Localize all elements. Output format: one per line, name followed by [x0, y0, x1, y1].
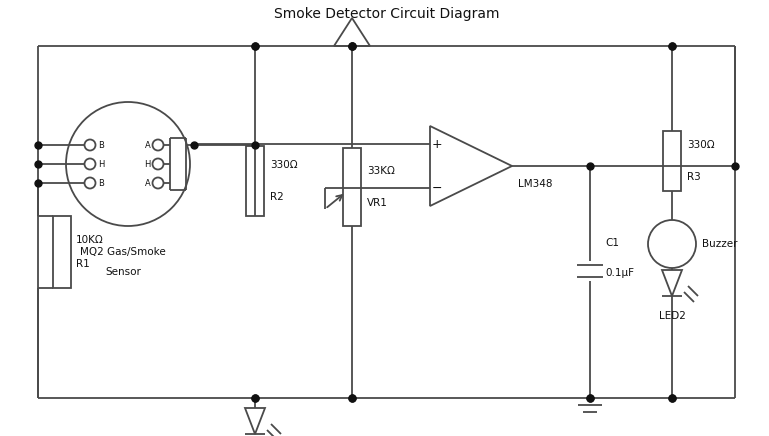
- Text: VR1: VR1: [367, 198, 388, 208]
- Text: 33KΩ: 33KΩ: [367, 166, 394, 176]
- Text: 0.1μF: 0.1μF: [605, 268, 634, 278]
- Text: 10KΩ: 10KΩ: [76, 235, 104, 245]
- Text: MQ2 Gas/Smoke: MQ2 Gas/Smoke: [80, 247, 166, 257]
- Text: R1: R1: [76, 259, 90, 269]
- Text: 330Ω: 330Ω: [687, 140, 714, 150]
- Text: LED2: LED2: [658, 311, 685, 321]
- Bar: [246, 146, 264, 216]
- Bar: [53, 216, 71, 288]
- Text: −: −: [431, 181, 442, 194]
- Bar: [663, 131, 681, 191]
- Text: R3: R3: [687, 172, 701, 182]
- Text: H: H: [98, 160, 105, 168]
- Bar: [343, 148, 361, 226]
- Text: A: A: [145, 178, 151, 187]
- Text: C1: C1: [605, 238, 619, 248]
- Text: B: B: [98, 140, 104, 150]
- Text: LM348: LM348: [518, 179, 552, 189]
- Text: H: H: [145, 160, 151, 168]
- Text: R2: R2: [270, 192, 284, 202]
- Text: Buzzer: Buzzer: [702, 239, 737, 249]
- Text: Sensor: Sensor: [105, 267, 141, 277]
- Text: +: +: [431, 137, 442, 150]
- Text: 330Ω: 330Ω: [270, 160, 298, 170]
- Text: A: A: [145, 140, 151, 150]
- Text: B: B: [98, 178, 104, 187]
- Text: Smoke Detector Circuit Diagram: Smoke Detector Circuit Diagram: [274, 7, 499, 21]
